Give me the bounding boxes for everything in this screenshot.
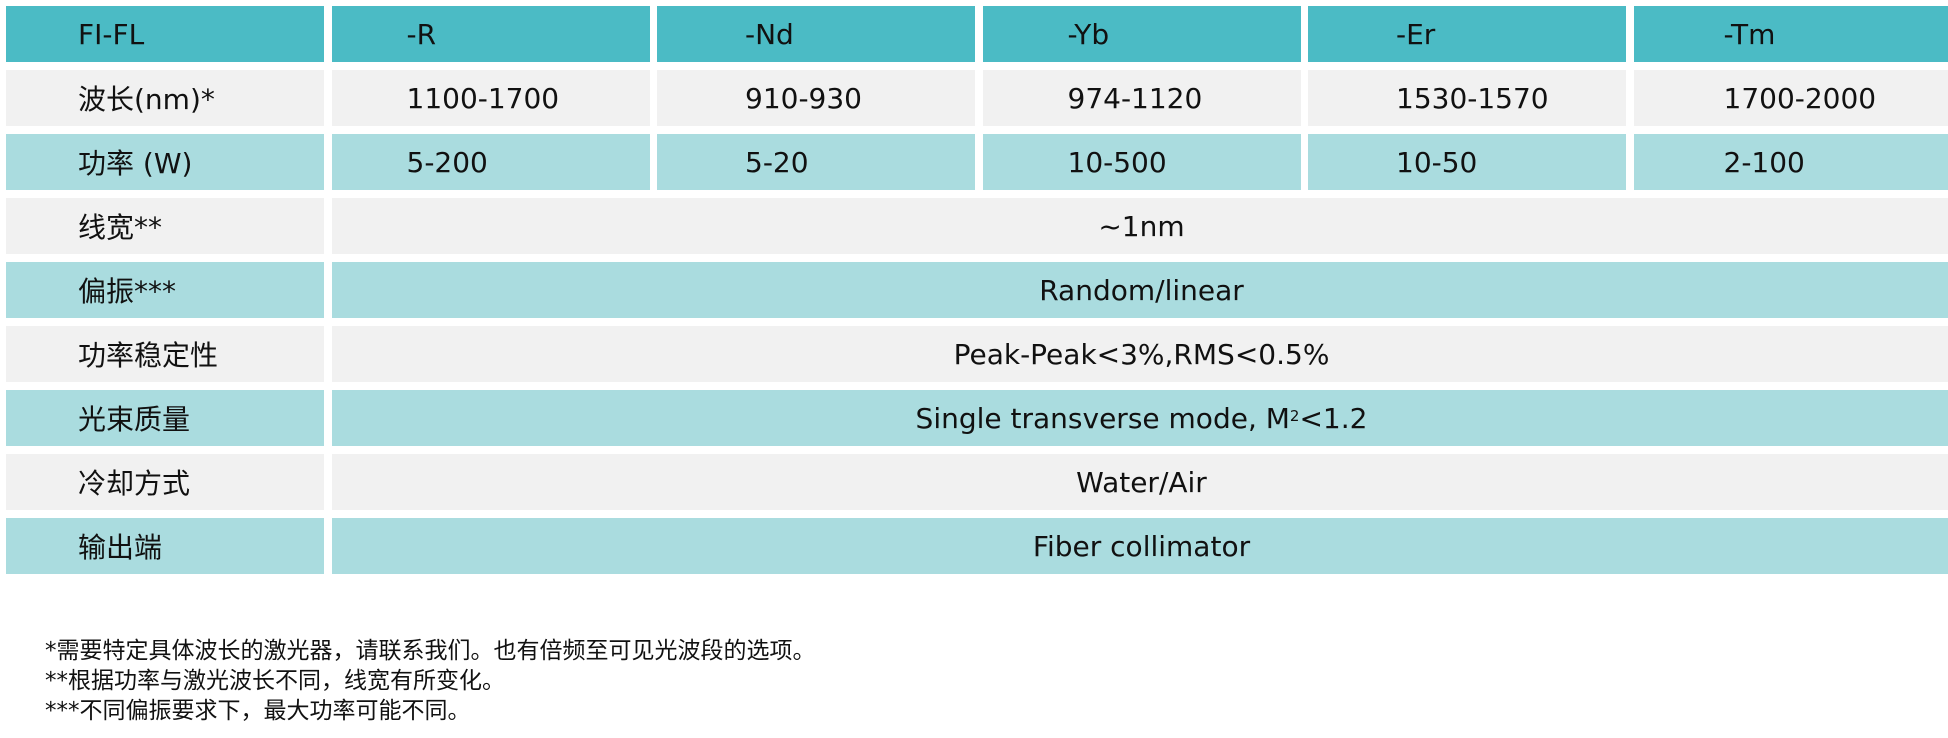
footnotes: *需要特定具体波长的激光器，请联系我们。也有倍频至可见光波段的选项。 **根据功… (45, 636, 816, 726)
polarization-value: Random/linear (331, 262, 1948, 318)
output-value: Fiber collimator (331, 518, 1948, 574)
beam-quality-value: Single transverse mode, M 2 <1.2 (331, 390, 1948, 446)
footnote-polarization: ***不同偏振要求下，最大功率可能不同。 (45, 698, 471, 724)
header-col-r: -R (331, 6, 650, 62)
spec-table: FI-FL -R -Nd -Yb -Er -Tm 波长(nm)* 1100-17… (6, 6, 1948, 574)
beam-quality-superscript: 2 (1289, 407, 1300, 425)
polarization-label: 偏振*** (6, 262, 324, 318)
power-tm: 2-100 (1633, 134, 1948, 190)
beam-quality-label: 光束质量 (6, 390, 324, 446)
footnote-linewidth: **根据功率与激光波长不同，线宽有所变化。 (45, 668, 505, 694)
power-stability-label: 功率稳定性 (6, 326, 324, 382)
cooling-label: 冷却方式 (6, 454, 324, 510)
power-er: 10-50 (1308, 134, 1626, 190)
cooling-value: Water/Air (331, 454, 1948, 510)
beam-quality-prefix: Single transverse mode, M (915, 401, 1290, 435)
power-r: 5-200 (331, 134, 650, 190)
power-label: 功率 (W) (6, 134, 324, 190)
output-label: 输出端 (6, 518, 324, 574)
wavelength-nd: 910-930 (657, 70, 975, 126)
header-col-yb: -Yb (982, 6, 1301, 62)
power-stability-value: Peak-Peak<3%,RMS<0.5% (331, 326, 1948, 382)
header-col-er: -Er (1308, 6, 1626, 62)
wavelength-yb: 974-1120 (982, 70, 1301, 126)
beam-quality-suffix: <1.2 (1299, 401, 1368, 435)
power-yb: 10-500 (982, 134, 1301, 190)
header-col-nd: -Nd (657, 6, 975, 62)
linewidth-value: ~1nm (331, 198, 1948, 254)
header-label: FI-FL (6, 6, 324, 62)
wavelength-tm: 1700-2000 (1633, 70, 1948, 126)
header-col-tm: -Tm (1633, 6, 1948, 62)
linewidth-label: 线宽** (6, 198, 324, 254)
wavelength-r: 1100-1700 (331, 70, 650, 126)
wavelength-label: 波长(nm)* (6, 70, 324, 126)
power-nd: 5-20 (657, 134, 975, 190)
footnote-wavelength: *需要特定具体波长的激光器，请联系我们。也有倍频至可见光波段的选项。 (45, 638, 816, 664)
wavelength-er: 1530-1570 (1308, 70, 1626, 126)
